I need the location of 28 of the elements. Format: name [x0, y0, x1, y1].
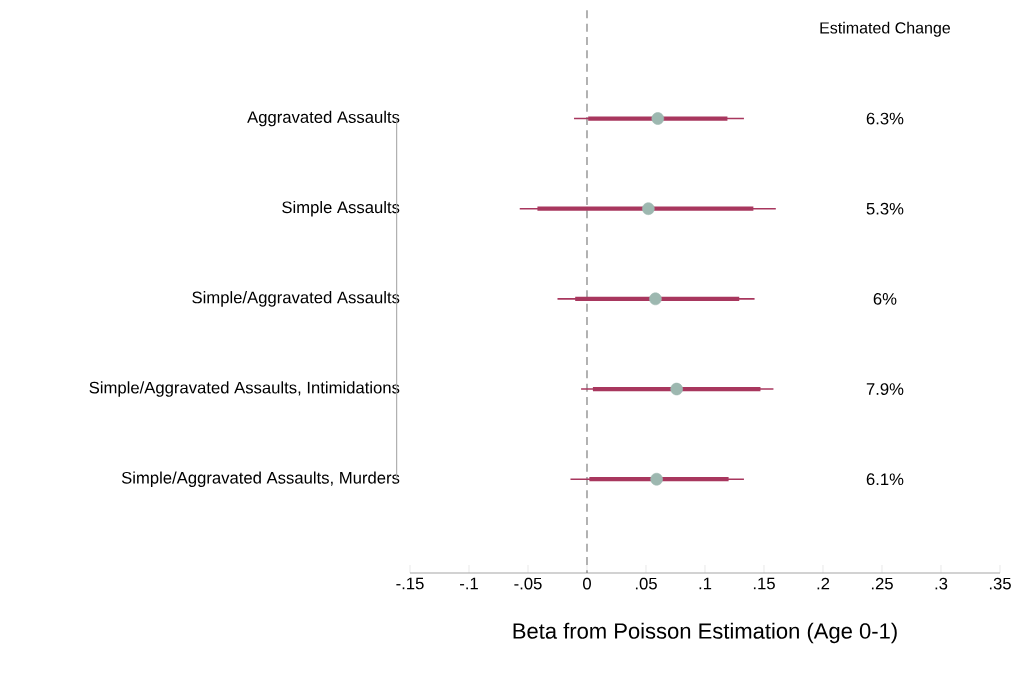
- x-tick-label: -.1: [460, 577, 478, 590]
- y-tick-label: Simple/Aggravated Assaults, Intimidations: [89, 381, 400, 397]
- point: [650, 472, 663, 486]
- x-tick-label: .05: [635, 577, 657, 590]
- x-tick-label: -.05: [514, 577, 542, 590]
- annotation: 6%: [873, 292, 897, 305]
- point: [642, 202, 655, 215]
- x-tick-label: 0: [583, 577, 591, 590]
- annotation: Estimated Change: [820, 21, 950, 37]
- y-tick-label: Aggravated Assaults: [247, 110, 400, 127]
- x-tick-label: -.15: [396, 577, 424, 590]
- point: [649, 292, 662, 306]
- x-tick-label: .35: [989, 577, 1011, 590]
- y-tick-label: Simple/Aggravated Assaults: [192, 291, 400, 307]
- x-tick-label: .15: [753, 577, 775, 590]
- x-axis-title: Beta from Poisson Estimation (Age 0-1): [513, 622, 897, 644]
- x-tick-label: .25: [871, 577, 893, 590]
- point: [670, 382, 683, 396]
- x-tick-label: .3: [935, 577, 948, 590]
- x-tick-label: .2: [817, 577, 830, 590]
- annotation: 5.3%: [866, 202, 904, 215]
- annotation: 7.9%: [866, 383, 904, 395]
- y-tick-label: Simple Assaults: [282, 200, 400, 217]
- point: [651, 112, 665, 125]
- annotation: 6.3%: [866, 112, 904, 125]
- y-tick-label: Simple/Aggravated Assaults, Murders: [121, 471, 400, 487]
- annotation: 6.1%: [866, 473, 904, 486]
- x-tick-label: .1: [699, 577, 712, 590]
